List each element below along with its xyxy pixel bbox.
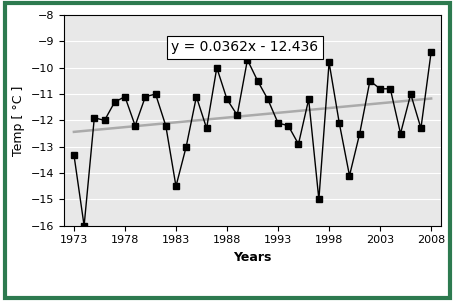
Text: y = 0.0362x - 12.436: y = 0.0362x - 12.436 xyxy=(172,40,318,54)
Y-axis label: Temp [ °C ]: Temp [ °C ] xyxy=(12,85,25,156)
X-axis label: Years: Years xyxy=(233,251,272,264)
